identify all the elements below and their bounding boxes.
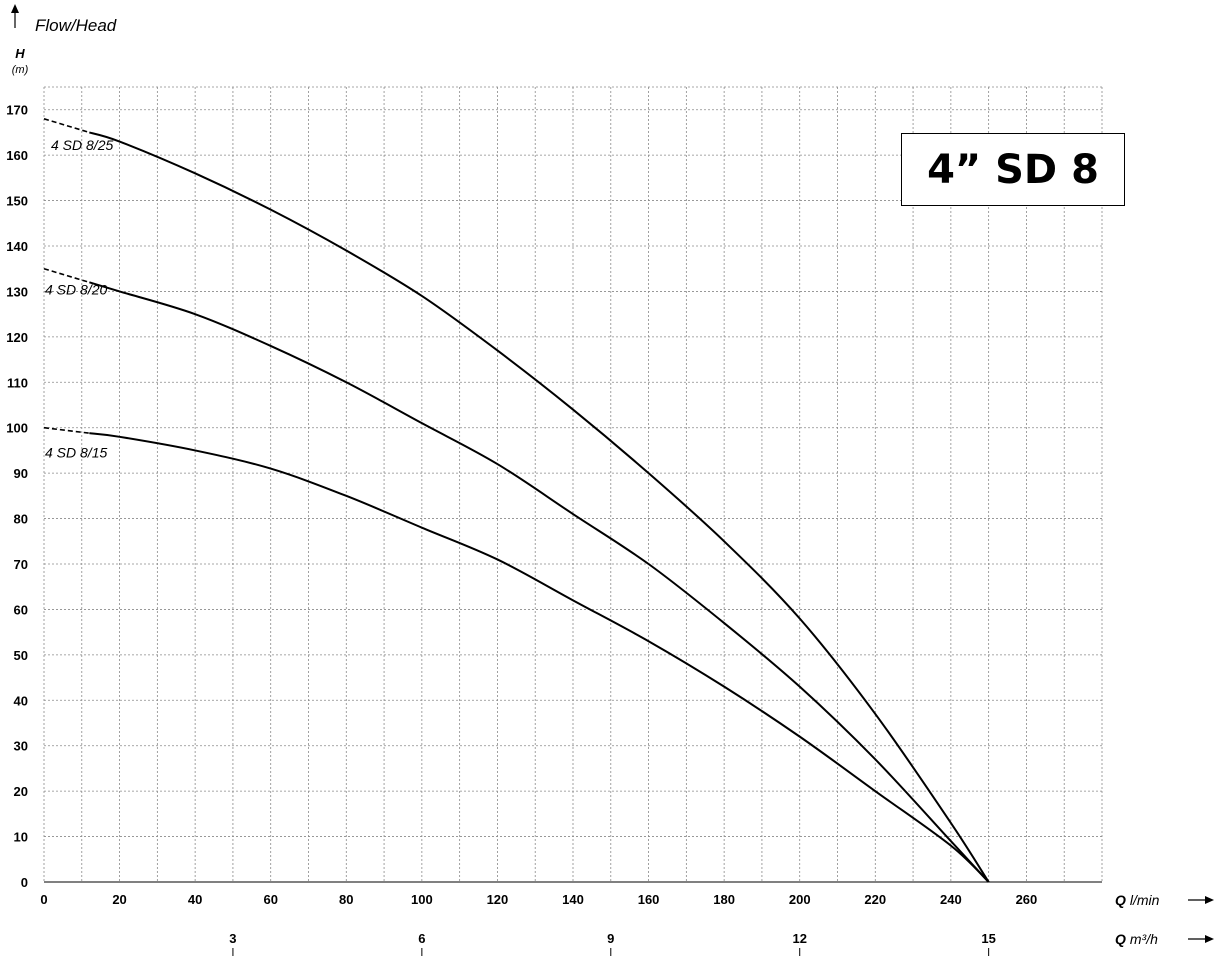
x2-tick-labels: 3 6 9 12 15 [229, 931, 996, 956]
x2-tick-label: 6 [418, 931, 425, 946]
x-tick-label: 140 [562, 892, 584, 907]
x-tick-labels: 0 20 40 60 80 100 120 140 160 180 200 220 240 260 [40, 892, 1037, 907]
x2-tick-label: 9 [607, 931, 614, 946]
grid [43, 86, 1103, 883]
x2-tick-label: 15 [981, 931, 995, 946]
series-label: 4 SD 8/20 [45, 282, 107, 298]
x-tick-label: 100 [411, 892, 433, 907]
y-axis-unit: (m) [12, 64, 29, 76]
x-axis-label-unit: l/min [1130, 892, 1160, 908]
y-tick-label: 90 [14, 466, 28, 481]
x-tick-label: 80 [339, 892, 353, 907]
y-tick-label: 140 [6, 239, 28, 254]
y-tick-label: 40 [14, 693, 28, 708]
x-tick-label: 160 [638, 892, 660, 907]
x-tick-label: 0 [40, 892, 47, 907]
y-axis-label: H [15, 46, 25, 61]
y-tick-label: 160 [6, 148, 28, 163]
curve-line [89, 432, 990, 883]
x2-axis-label-q: Q [1115, 931, 1126, 947]
x-tick-label: 60 [263, 892, 277, 907]
y-tick-label: 130 [6, 284, 28, 299]
y-tick-label: 100 [6, 421, 28, 436]
y-tick-label: 0 [21, 875, 28, 890]
y-tick-label: 50 [14, 648, 28, 663]
y-tick-label: 150 [6, 194, 28, 209]
x-tick-label: 180 [713, 892, 735, 907]
x-axis-arrow [1188, 896, 1214, 904]
x2-tick-label: 12 [792, 931, 806, 946]
y-tick-label: 10 [14, 830, 28, 845]
curve-dashed-start [43, 426, 90, 434]
series-labels: 4 SD 8/25 4 SD 8/20 4 SD 8/15 [45, 137, 113, 461]
x2-axis-label-unit: m³/h [1130, 931, 1158, 947]
x-axis-label-q: Q [1115, 892, 1126, 908]
series-label: 4 SD 8/25 [51, 137, 113, 153]
x-tick-label: 40 [188, 892, 202, 907]
x2-tick-label: 3 [229, 931, 236, 946]
x-tick-label: 260 [1016, 892, 1038, 907]
curve-line [89, 131, 990, 883]
x-tick-label: 220 [864, 892, 886, 907]
series-label: 4 SD 8/15 [45, 445, 107, 461]
curve-dashed-start [43, 118, 90, 134]
chart-title: 4” SD 8 [901, 133, 1125, 206]
curves [43, 118, 990, 883]
y-tick-label: 110 [7, 375, 28, 390]
y-tick-label: 80 [14, 512, 28, 527]
y-tick-label: 170 [6, 103, 28, 118]
y-tick-label: 20 [14, 784, 28, 799]
y-tick-label: 70 [14, 557, 28, 572]
x2-axis-arrow [1188, 935, 1214, 943]
x-tick-label: 200 [789, 892, 811, 907]
y-tick-label: 30 [14, 739, 28, 754]
x-tick-label: 120 [487, 892, 509, 907]
y-tick-label: 60 [14, 602, 28, 617]
x-tick-label: 20 [112, 892, 126, 907]
x-tick-label: 240 [940, 892, 962, 907]
y-tick-labels: 0 10 20 30 40 50 60 70 80 90 100 110 120 130 140 150 160… [6, 103, 28, 890]
chart-subtitle: Flow/Head [35, 16, 117, 35]
y-tick-label: 120 [6, 330, 28, 345]
y-axis-arrow [11, 4, 19, 28]
curve-line [89, 281, 990, 883]
curve-dashed-start [43, 267, 90, 284]
